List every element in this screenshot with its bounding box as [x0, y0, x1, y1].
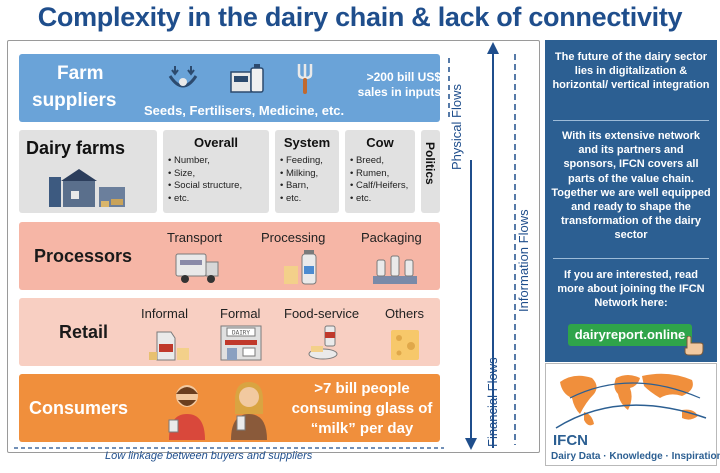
others-label: Others — [385, 306, 425, 321]
dairy-farms-title: Dairy farms — [26, 138, 126, 158]
information-flows-label: Information Flows — [516, 209, 531, 312]
system-heading: System — [283, 135, 331, 150]
ifcn-tagline: Dairy Data · Knowledge · Inspiration — [551, 451, 720, 462]
processors-row: Processors Transport Processing Packagin… — [19, 222, 440, 290]
dairy-sign-text: DAIRY — [232, 330, 250, 337]
value-chain-panel — [7, 40, 540, 453]
overall-list: Number, Size, Social structure, etc. — [168, 155, 242, 205]
physical-flows-label: Physical Flows — [449, 84, 464, 170]
ifcn-logo-box: IFCN Dairy Data · Knowledge · Inspiratio… — [545, 363, 720, 466]
system-box: System Feeding, Milking, Barn, etc. — [275, 130, 339, 213]
farm-suppliers-row: Farm suppliers Seeds, Fertilisers, Medic… — [19, 54, 441, 122]
consumers-line2: consuming glass of — [291, 400, 433, 417]
list-item: Milking, — [280, 168, 323, 181]
overall-heading: Overall — [193, 135, 239, 150]
dairy-store-icon: DAIRY — [220, 325, 262, 361]
consumers-title: Consumers — [29, 398, 129, 418]
list-item: etc. — [350, 193, 408, 206]
dairy-farms-row: Dairy farms Overall Number, Size, Social… — [19, 130, 440, 213]
packaging-label: Packaging — [361, 230, 422, 245]
list-item: etc. — [280, 193, 323, 206]
world-map-icon — [555, 373, 707, 429]
pointer-hand-icon — [684, 336, 704, 356]
flow-arrows — [448, 42, 516, 450]
list-item: etc. — [168, 193, 242, 206]
formal-label: Formal — [220, 306, 261, 321]
cow-box: Cow Breed, Rumen, Calf/Heifers, etc. — [345, 130, 415, 213]
system-list: Feeding, Milking, Barn, etc. — [280, 155, 323, 205]
politics-label: Politics — [423, 142, 437, 185]
farm-sales-line1: >200 bill US$ — [366, 70, 441, 84]
side-divider-2 — [553, 258, 709, 259]
consumers-row: Consumers >7 bill people consuming glass… — [19, 374, 440, 442]
packaging-icon — [373, 255, 417, 284]
ifcn-side-panel: The future of the dairy sector lies in d… — [545, 40, 717, 362]
milk-processing-icon — [284, 250, 317, 285]
consumers-statement: >7 bill people consuming glass of “milk”… — [287, 379, 437, 439]
retail-title: Retail — [59, 322, 109, 342]
farm-suppliers-title-line1: Farm — [57, 63, 104, 84]
list-item: Feeding, — [280, 155, 323, 168]
physical-arrowhead — [465, 438, 477, 450]
seed-icon — [168, 66, 198, 88]
list-item: Number, — [168, 155, 242, 168]
food-service-icon — [308, 325, 338, 360]
food-service-label: Food-service — [284, 306, 360, 321]
list-item: Barn, — [280, 180, 323, 193]
informal-label: Informal — [141, 306, 188, 321]
politics-box: Politics — [421, 130, 440, 213]
list-item: Rumen, — [350, 168, 408, 181]
linkage-label: Low linkage between buyers and suppliers — [105, 450, 313, 462]
dairy-farms-box: Dairy farms — [19, 130, 157, 213]
farm-building-icon — [49, 169, 125, 207]
dairyreport-link[interactable]: dairyreport.online — [568, 324, 692, 346]
truck-icon — [175, 253, 219, 283]
list-item: Breed, — [350, 155, 408, 168]
financial-arrowhead — [487, 42, 499, 54]
linkage-arrow — [14, 447, 444, 449]
side-paragraph-3: If you are interested, read more about j… — [557, 269, 705, 310]
consumers-line1: >7 bill people — [314, 380, 410, 397]
woman-consumer-icon — [231, 382, 267, 440]
list-item: Calf/Heifers, — [350, 180, 408, 193]
milk-carton-icon — [149, 331, 189, 361]
financial-flows-label: Financial Flows — [485, 357, 500, 447]
page-title: Complexity in the dairy chain & lack of … — [37, 2, 683, 32]
cow-heading: Cow — [366, 135, 394, 150]
list-item: Social structure, — [168, 180, 242, 193]
farm-suppliers-subtitle: Seeds, Fertilisers, Medicine, etc. — [144, 103, 345, 118]
side-divider-1 — [553, 120, 709, 121]
farm-suppliers-title-line2: suppliers — [32, 90, 117, 111]
processing-label: Processing — [261, 230, 326, 245]
processors-title: Processors — [34, 246, 133, 266]
cow-list: Breed, Rumen, Calf/Heifers, etc. — [350, 155, 408, 205]
fertiliser-icon — [230, 64, 264, 93]
farm-suppliers-sales: >200 bill US$ sales in inputs — [355, 70, 441, 100]
overall-box: Overall Number, Size, Social structure, … — [163, 130, 269, 213]
transport-label: Transport — [167, 230, 223, 245]
list-item: Size, — [168, 168, 242, 181]
side-paragraph-2: With its extensive network and its partn… — [551, 130, 711, 242]
side-paragraph-1: The future of the dairy sector lies in d… — [552, 51, 710, 92]
ifcn-logo-name: IFCN — [553, 432, 588, 449]
cheese-icon — [391, 330, 419, 360]
man-consumer-icon — [168, 385, 205, 440]
farm-sales-line2: sales in inputs — [357, 85, 441, 99]
retail-row: Retail Informal Formal Food-service Othe… — [19, 298, 440, 366]
fork-icon — [297, 64, 313, 94]
consumers-line3: “milk” per day — [310, 420, 414, 437]
